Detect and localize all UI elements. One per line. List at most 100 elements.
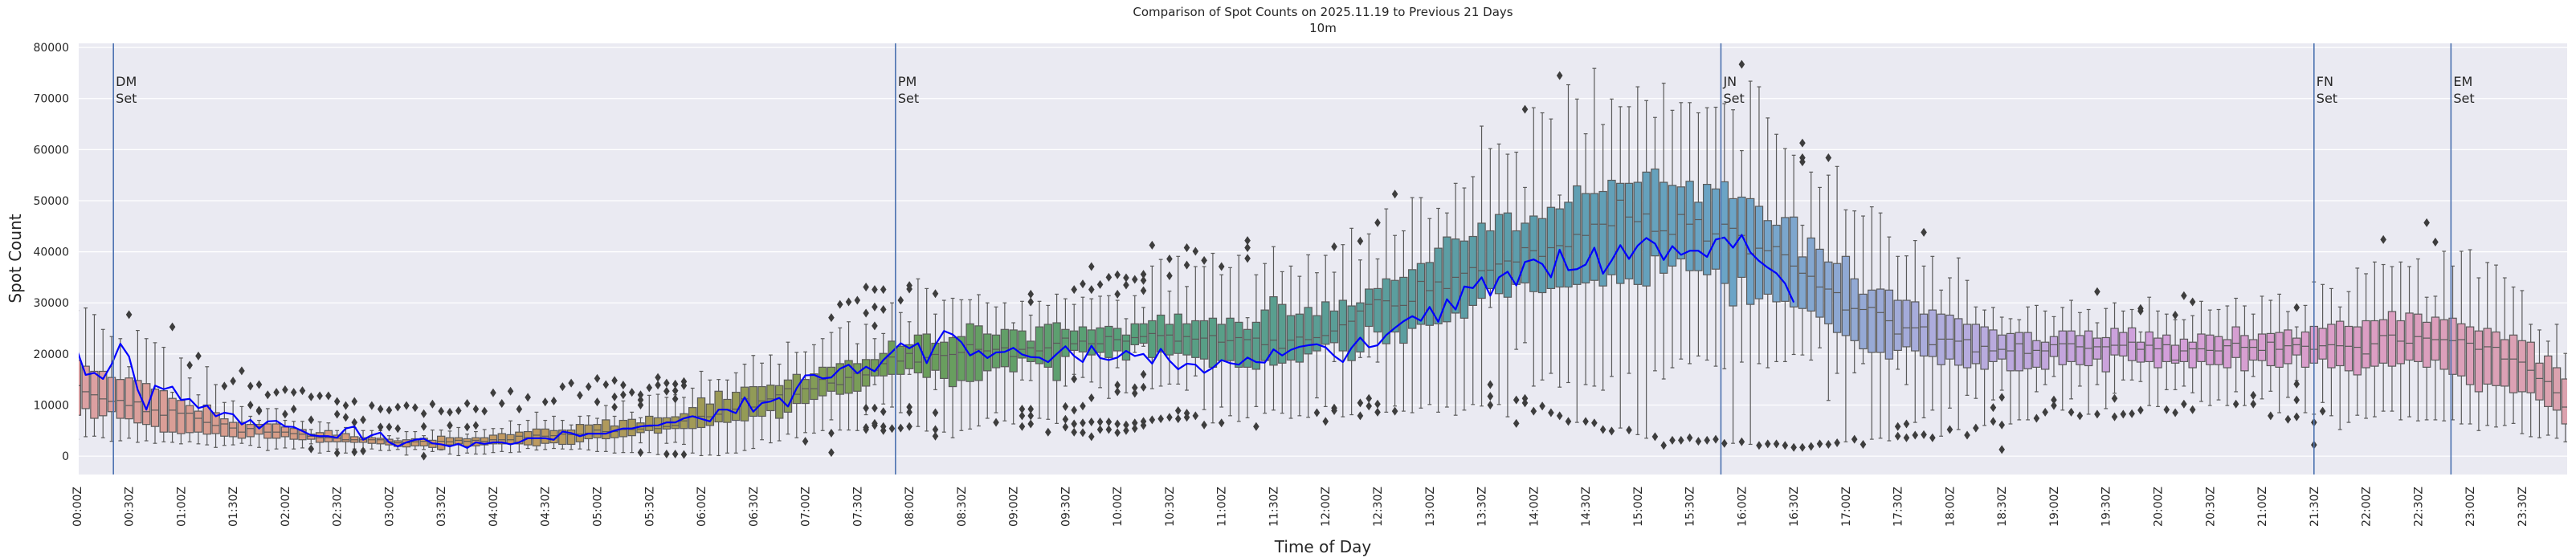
box bbox=[584, 424, 593, 440]
outlier-point bbox=[1799, 157, 1806, 167]
outlier-point bbox=[1244, 236, 1251, 246]
outlier-point bbox=[1201, 420, 1207, 430]
outlier-point bbox=[663, 386, 670, 396]
outlier-point bbox=[906, 422, 912, 431]
box bbox=[1494, 214, 1504, 295]
outlier-point bbox=[1591, 418, 1598, 428]
box bbox=[367, 437, 377, 444]
outlier-point bbox=[672, 450, 679, 459]
box bbox=[1235, 321, 1243, 368]
outlier-point bbox=[1244, 254, 1251, 263]
outlier-point bbox=[1903, 419, 1910, 429]
outlier-point bbox=[932, 289, 939, 299]
box bbox=[515, 431, 524, 445]
outlier-point bbox=[1374, 407, 1381, 417]
box bbox=[159, 390, 168, 433]
outlier-point bbox=[308, 444, 315, 454]
outlier-point bbox=[490, 388, 496, 397]
outlier-point bbox=[2076, 411, 2084, 421]
outlier-point bbox=[568, 378, 574, 388]
outlier-point bbox=[1105, 417, 1112, 426]
outlier-point bbox=[1131, 424, 1138, 434]
box bbox=[1651, 168, 1659, 257]
outlier-point bbox=[1322, 417, 1329, 426]
outlier-point bbox=[1192, 246, 1199, 256]
outlier-point bbox=[2232, 399, 2239, 409]
y-tick-label: 70000 bbox=[33, 93, 69, 106]
box bbox=[1035, 326, 1044, 365]
outlier-point bbox=[672, 386, 679, 396]
outlier-point bbox=[369, 401, 375, 410]
x-tick-label: 16:30Z bbox=[1788, 487, 1801, 527]
outlier-point bbox=[1539, 401, 1545, 411]
box bbox=[1451, 238, 1460, 314]
box bbox=[1295, 313, 1304, 363]
outlier-point bbox=[1756, 441, 1762, 450]
box bbox=[714, 390, 723, 423]
box bbox=[1199, 320, 1209, 360]
box bbox=[2353, 326, 2362, 376]
outlier-point bbox=[2268, 411, 2274, 421]
box bbox=[1772, 224, 1781, 303]
outlier-point bbox=[1964, 430, 1970, 440]
outlier-point bbox=[1131, 389, 1138, 398]
x-tick-label: 19:30Z bbox=[2100, 487, 2113, 527]
outlier-point bbox=[672, 394, 679, 404]
box bbox=[2275, 332, 2284, 368]
box bbox=[1468, 235, 1477, 306]
outlier-point bbox=[1973, 423, 1979, 433]
outlier-point bbox=[1391, 189, 1398, 199]
outlier-point bbox=[2293, 303, 2300, 312]
outlier-point bbox=[386, 422, 393, 432]
x-tick-label: 13:30Z bbox=[1476, 487, 1489, 527]
outlier-point bbox=[577, 390, 583, 400]
box bbox=[835, 363, 844, 395]
box bbox=[2223, 339, 2232, 369]
x-tick-label: 10:00Z bbox=[1112, 487, 1125, 527]
outlier-point bbox=[1166, 413, 1173, 422]
box bbox=[2284, 329, 2292, 365]
box bbox=[732, 391, 741, 422]
outlier-point bbox=[1807, 442, 1815, 451]
box bbox=[2300, 331, 2310, 368]
outlier-point bbox=[447, 421, 453, 430]
outlier-point bbox=[1556, 411, 1563, 421]
outlier-point bbox=[872, 421, 878, 430]
box bbox=[1338, 299, 1348, 352]
outlier-point bbox=[906, 402, 912, 412]
box bbox=[1278, 303, 1287, 364]
outlier-point bbox=[1253, 422, 1259, 431]
box bbox=[2362, 320, 2370, 369]
box bbox=[228, 422, 238, 438]
outlier-point bbox=[897, 295, 904, 305]
box bbox=[558, 430, 567, 446]
box bbox=[2162, 334, 2171, 362]
box bbox=[774, 385, 784, 419]
outlier-point bbox=[2432, 238, 2439, 247]
box bbox=[463, 438, 472, 447]
box bbox=[1174, 313, 1182, 354]
event-label: DM bbox=[116, 74, 137, 89]
x-tick-label: 23:00Z bbox=[2464, 487, 2477, 527]
outlier-point bbox=[282, 385, 288, 394]
box bbox=[1763, 220, 1772, 295]
outlier-point bbox=[325, 391, 332, 401]
box bbox=[2076, 335, 2084, 365]
outlier-point bbox=[680, 381, 688, 390]
outlier-point bbox=[273, 388, 280, 397]
outlier-point bbox=[290, 405, 297, 414]
outlier-point bbox=[836, 299, 843, 309]
box bbox=[2335, 320, 2345, 367]
outlier-point bbox=[1608, 426, 1615, 436]
box bbox=[2448, 317, 2457, 375]
outlier-point bbox=[1174, 405, 1182, 415]
outlier-point bbox=[1140, 369, 1147, 379]
box bbox=[983, 333, 992, 372]
outlier-point bbox=[802, 437, 809, 446]
x-tick-label: 17:30Z bbox=[1892, 487, 1905, 527]
outlier-point bbox=[1140, 275, 1147, 285]
box bbox=[1702, 184, 1712, 275]
box bbox=[1503, 212, 1513, 298]
outlier-point bbox=[525, 393, 531, 402]
